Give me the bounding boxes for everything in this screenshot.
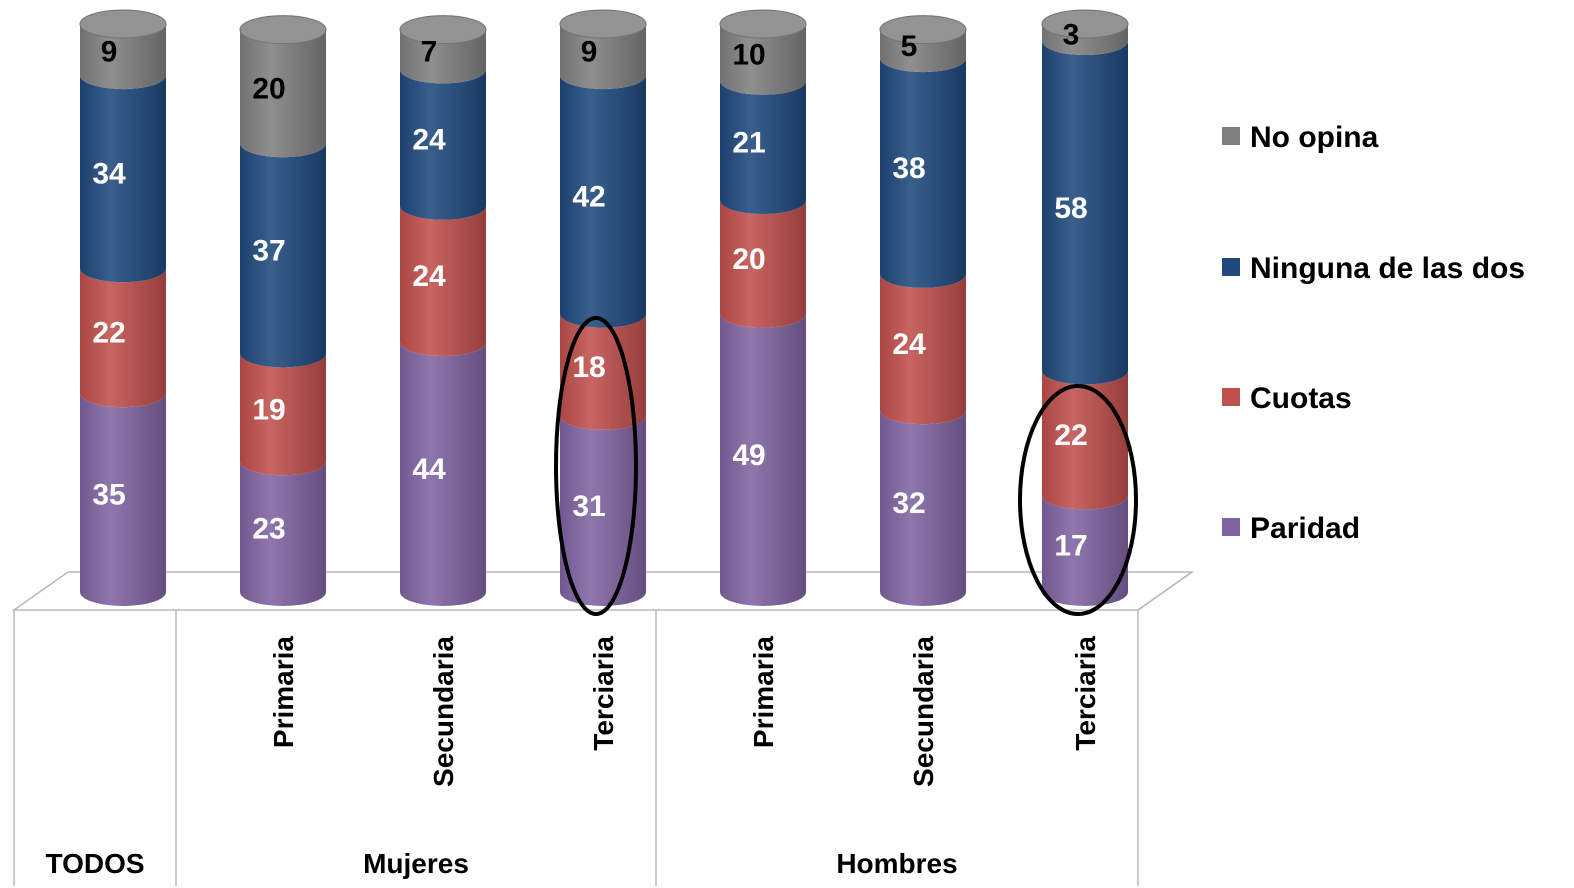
data-label: 49 (732, 439, 765, 472)
data-label: 23 (252, 513, 285, 546)
data-label: 42 (572, 180, 605, 213)
bar-segment (240, 143, 326, 368)
bar: 31 18 42 9 (559, 9, 647, 606)
bar-segment (80, 75, 166, 283)
bar: 49 20 21 10 (719, 9, 807, 606)
legend-label: No opina (1250, 121, 1379, 154)
bar-segment (560, 75, 646, 328)
legend-label: Paridad (1250, 512, 1360, 545)
bar-segment (240, 29, 326, 158)
bar-top-cap (559, 9, 647, 39)
bar-segment (720, 200, 806, 328)
data-label: 18 (572, 351, 605, 384)
data-label: 22 (1054, 419, 1087, 452)
bar-segment (400, 69, 486, 220)
bar-segment (560, 313, 646, 430)
data-label: 20 (732, 243, 765, 276)
legend-item: No opina (1222, 121, 1379, 154)
data-label: 44 (412, 453, 446, 486)
bar-segment (240, 461, 326, 606)
category-label: Terciaria (1070, 636, 1101, 751)
group-label: Mujeres (363, 848, 469, 879)
data-label: 3 (1063, 19, 1080, 52)
legend-swatch (1222, 518, 1240, 536)
bar-segment (80, 393, 166, 606)
bar-segment (880, 273, 966, 425)
data-label: 22 (92, 317, 125, 350)
bar-top-cap (79, 9, 167, 39)
category-label: Secundaria (908, 636, 939, 787)
category-label: Secundaria (428, 636, 459, 787)
highlight-ellipse (1018, 384, 1138, 616)
bar-segment (560, 24, 646, 90)
bar-segment (400, 29, 486, 84)
bar: 35 22 34 9 (79, 9, 167, 606)
bar: 23 19 37 20 (239, 15, 327, 606)
data-label: 21 (732, 126, 765, 159)
data-label: 24 (412, 124, 446, 157)
data-label: 24 (412, 260, 446, 293)
bar-segment (880, 29, 966, 73)
bar: 32 24 38 5 (879, 15, 967, 606)
data-label: 7 (421, 36, 438, 69)
legend-item: Cuotas (1222, 382, 1352, 415)
data-label: 17 (1054, 530, 1087, 563)
bar-segment (720, 24, 806, 95)
data-label: 24 (892, 328, 926, 361)
bar-segment (1042, 24, 1128, 56)
category-label: Primaria (748, 636, 779, 748)
legend-label: Cuotas (1250, 382, 1352, 415)
bar-segment (1042, 41, 1128, 385)
group-label: TODOS (45, 848, 144, 879)
floor-edge (1137, 571, 1193, 611)
bar-top-cap (399, 15, 487, 45)
data-label: 31 (572, 490, 605, 523)
bar-segment (720, 80, 806, 215)
legend-swatch (1222, 388, 1240, 406)
data-label: 9 (101, 36, 118, 69)
bar-segment (1042, 495, 1128, 606)
highlight-ellipse (554, 316, 638, 616)
bar-segment (1042, 370, 1128, 510)
bar-segment (400, 205, 486, 357)
bar-segment (80, 268, 166, 408)
bar-segment (240, 353, 326, 476)
legend-item: Ninguna de las dos (1222, 252, 1525, 285)
data-label: 34 (92, 158, 126, 191)
data-label: 9 (581, 36, 598, 69)
group-label: Hombres (836, 848, 957, 879)
data-label: 20 (252, 72, 285, 105)
bars: 3522349231937204424247311842949202110322… (79, 9, 1129, 606)
bar-segment (880, 58, 966, 288)
bar-segment (400, 342, 486, 606)
bar-segment (80, 24, 166, 90)
bar-segment (720, 313, 806, 606)
data-label: 32 (892, 487, 925, 520)
bar-top-cap (1041, 9, 1129, 39)
legend-swatch (1222, 258, 1240, 276)
bar: 17 22 58 3 (1041, 9, 1129, 606)
data-label: 19 (252, 393, 285, 426)
bar: 44 24 24 7 (399, 15, 487, 606)
data-label: 58 (1054, 192, 1087, 225)
data-label: 5 (901, 30, 918, 63)
data-label: 10 (732, 38, 765, 71)
highlight-ellipses (554, 316, 1138, 616)
category-label: Terciaria (588, 636, 619, 751)
legend-label: Ninguna de las dos (1250, 252, 1525, 285)
data-label: 35 (92, 479, 125, 512)
bar-top-cap (239, 15, 327, 45)
bar-segment (880, 410, 966, 606)
legend-swatch (1222, 127, 1240, 145)
legend-item: Paridad (1222, 512, 1360, 545)
data-label: 37 (252, 234, 285, 267)
bar-segment (560, 415, 646, 606)
bar-top-cap (879, 15, 967, 45)
data-label: 38 (892, 152, 925, 185)
bar-top-cap (719, 9, 807, 39)
category-axis-table: TODOS Mujeres Hombres Primaria Secundaria Ter… (13, 571, 1193, 886)
legend: No opina Ninguna de las dos Cuotas Paridad (1222, 121, 1525, 545)
category-label: Primaria (268, 636, 299, 748)
